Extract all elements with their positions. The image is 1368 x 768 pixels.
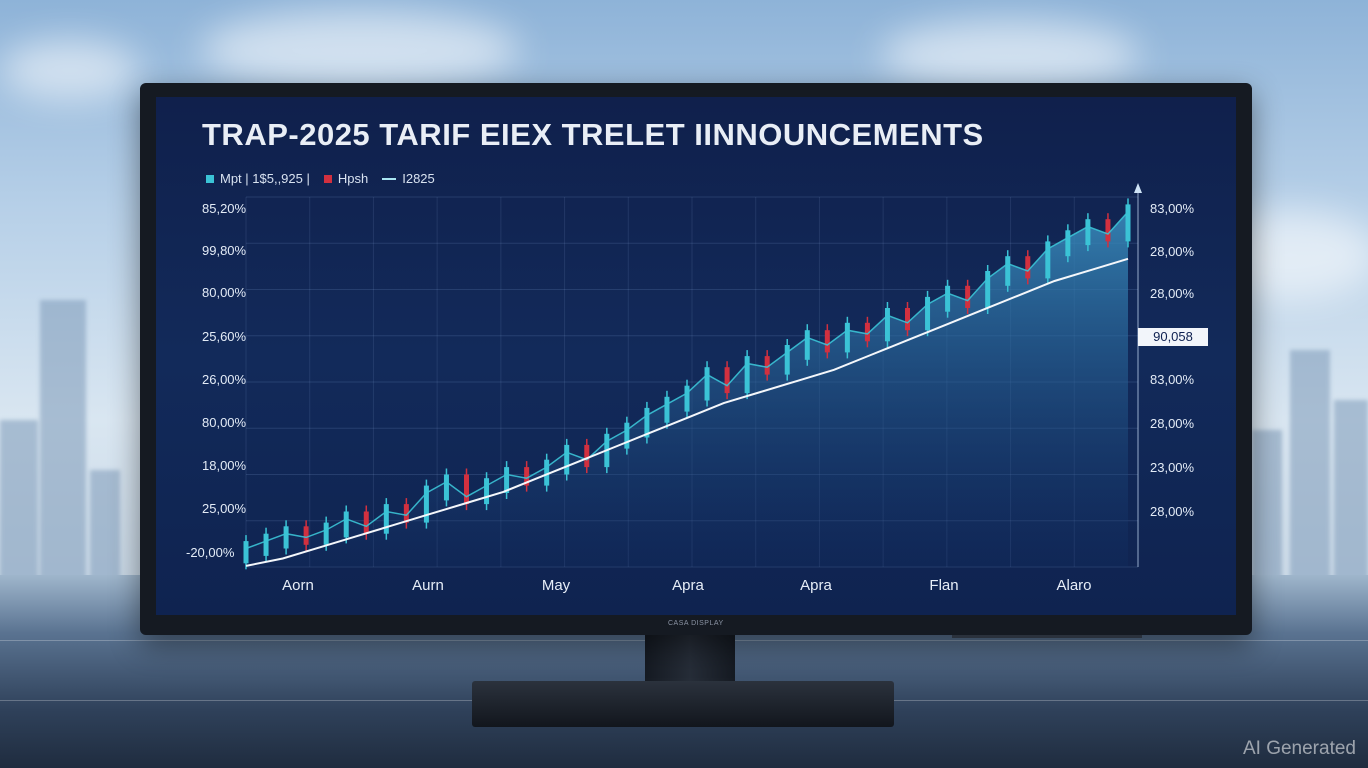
candle-body	[905, 308, 910, 331]
candle-body	[524, 467, 530, 486]
candle-body	[544, 459, 550, 486]
candle-body	[383, 504, 389, 534]
cloud	[200, 10, 520, 90]
cloud	[880, 20, 1140, 90]
x-tick: Aorn	[282, 577, 314, 594]
candle-body	[985, 271, 991, 308]
candle-body	[1005, 256, 1011, 286]
monitor-stand-base	[472, 681, 894, 727]
y-tick-left: 85,20%	[202, 201, 247, 216]
candle-body	[363, 511, 369, 534]
price-badge: 90,058	[1138, 328, 1208, 346]
skyscraper	[40, 300, 86, 600]
candle-body	[1105, 219, 1111, 242]
cloud	[0, 40, 140, 100]
candle-body	[724, 367, 730, 394]
x-tick: Flan	[929, 577, 959, 594]
candle-body	[925, 296, 931, 331]
monitor: TRAP-2025 TARIF EIEX TRELET IINNOUNCEMEN…	[140, 83, 1252, 638]
legend-swatch-red	[323, 174, 332, 183]
legend-label: Mpt | 1$5,,925 |	[220, 171, 310, 186]
y-tick-left: -20,00%	[186, 545, 235, 560]
skyscraper	[0, 420, 38, 600]
price-area	[246, 211, 1128, 568]
monitor-control-strip	[952, 635, 1142, 638]
y-tick-right: 83,00%	[1150, 372, 1195, 387]
legend-item-i2825: I2825	[382, 171, 435, 186]
axis-arrow	[1134, 183, 1142, 193]
monitor-brand-label: CASA DISPLAY	[668, 620, 724, 627]
candle-body	[303, 526, 309, 545]
chart-plot	[243, 183, 1142, 570]
legend-label: I2825	[402, 171, 435, 186]
y-tick-left: 25,60%	[202, 329, 247, 344]
candle-body	[644, 407, 650, 438]
legend-swatch-line	[382, 177, 397, 180]
legend-item-hpsh: Hpsh	[323, 171, 369, 186]
candle-body	[1085, 219, 1091, 246]
y-tick-left: 80,00%	[202, 415, 247, 430]
candle-body	[504, 467, 510, 493]
candle-body	[443, 474, 449, 501]
candle-body	[263, 533, 269, 556]
candle-body	[1025, 256, 1031, 279]
chart-legend: Mpt | 1$5,,925 | Hpsh I2825	[206, 171, 435, 186]
legend-item-mpt: Mpt | 1$5,,925 |	[206, 171, 310, 186]
candle-body	[824, 330, 830, 353]
price-line	[245, 211, 1129, 550]
candle-body	[965, 285, 971, 308]
candle-body	[403, 504, 409, 523]
legend-label: Hpsh	[337, 171, 369, 186]
candle-body	[484, 478, 490, 505]
candle-body	[864, 322, 870, 342]
y-tick-left: 80,00%	[202, 285, 247, 300]
y-tick-right: 28,00%	[1150, 416, 1195, 431]
candle-body	[804, 330, 810, 360]
watermark: AI Generated	[1242, 738, 1356, 759]
candle-body	[844, 322, 850, 353]
candle-body	[744, 356, 750, 394]
candle-body	[423, 485, 429, 523]
candle-body	[764, 356, 770, 375]
y-tick-right: 23,00%	[1150, 460, 1195, 475]
y-tick-right: 28,00%	[1150, 286, 1195, 301]
candle-body	[884, 308, 890, 342]
y-tick-left: 18,00%	[202, 458, 247, 473]
x-tick: Apra	[672, 577, 704, 594]
x-tick: Alaro	[1056, 577, 1092, 594]
y-tick-left: 25,00%	[202, 501, 247, 516]
candle-body	[1125, 204, 1131, 242]
candle-body	[945, 285, 951, 312]
candle-body	[283, 526, 289, 549]
candle-body	[684, 385, 690, 412]
candle-body	[584, 444, 590, 468]
candle-body	[564, 444, 570, 475]
y-tick-left: 99,80%	[202, 243, 247, 258]
y-tick-right: 28,00%	[1150, 244, 1195, 259]
candle-body	[243, 541, 249, 564]
chart-title: TRAP-2025 TARIF EIEX TRELET IINNOUNCEMEN…	[202, 117, 984, 152]
y-tick-left: 26,00%	[202, 372, 247, 387]
x-tick: May	[541, 577, 571, 594]
monitor-screen: TRAP-2025 TARIF EIEX TRELET IINNOUNCEMEN…	[156, 97, 1236, 615]
x-tick: Apra	[800, 577, 832, 594]
candle-body	[323, 522, 329, 545]
candle-body	[464, 474, 469, 505]
candle-body	[1045, 241, 1051, 279]
skyscraper	[1334, 400, 1368, 600]
candle-body	[343, 511, 349, 538]
candle-body	[704, 367, 710, 401]
candle-body	[664, 396, 670, 423]
skyscraper	[1252, 430, 1282, 600]
skyscraper	[1290, 350, 1330, 600]
candle-body	[1065, 230, 1071, 257]
legend-swatch-cyan	[206, 174, 214, 183]
y-tick-right: 83,00%	[1150, 201, 1195, 216]
y-tick-right: 28,00%	[1150, 504, 1195, 519]
trend-line	[245, 257, 1129, 567]
x-tick: Aurn	[412, 577, 444, 594]
candle-body	[784, 345, 790, 375]
candle-body	[624, 422, 630, 449]
